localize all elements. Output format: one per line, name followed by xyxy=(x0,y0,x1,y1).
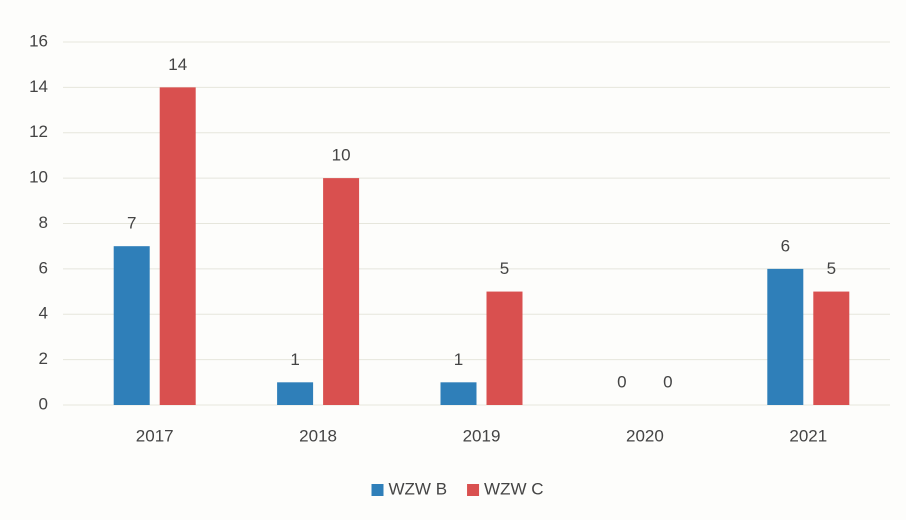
x-tick-label: 2018 xyxy=(299,426,337,445)
data-label: 5 xyxy=(827,259,836,278)
y-tick-label: 0 xyxy=(39,394,48,413)
legend-label: WZW C xyxy=(484,479,543,498)
x-tick-label: 2017 xyxy=(136,426,174,445)
x-tick-label: 2019 xyxy=(463,426,501,445)
legend-label: WZW B xyxy=(389,479,448,498)
y-tick-label: 16 xyxy=(29,31,48,50)
bar xyxy=(159,87,196,405)
y-tick-label: 2 xyxy=(39,349,48,368)
y-tick-label: 10 xyxy=(29,168,48,187)
bar xyxy=(486,291,523,405)
y-tick-label: 4 xyxy=(39,304,48,323)
bar xyxy=(767,268,804,405)
x-tick-label: 2020 xyxy=(626,426,664,445)
data-label: 1 xyxy=(290,350,299,369)
bar xyxy=(277,382,314,405)
bar xyxy=(113,246,150,405)
y-tick-label: 8 xyxy=(39,213,48,232)
bar xyxy=(440,382,477,405)
data-label: 10 xyxy=(332,146,351,165)
data-label: 7 xyxy=(127,214,136,233)
bar xyxy=(323,178,360,405)
x-tick-label: 2021 xyxy=(789,426,827,445)
data-label: 5 xyxy=(500,259,509,278)
y-tick-label: 12 xyxy=(29,122,48,141)
legend-swatch xyxy=(467,484,480,496)
data-label: 6 xyxy=(781,236,790,255)
y-tick-label: 14 xyxy=(29,77,48,96)
bar xyxy=(813,291,850,405)
data-label: 0 xyxy=(663,372,672,391)
data-label: 0 xyxy=(617,372,626,391)
legend-swatch xyxy=(371,484,384,496)
y-tick-label: 6 xyxy=(39,258,48,277)
data-label: 14 xyxy=(168,55,187,74)
data-label: 1 xyxy=(454,350,463,369)
